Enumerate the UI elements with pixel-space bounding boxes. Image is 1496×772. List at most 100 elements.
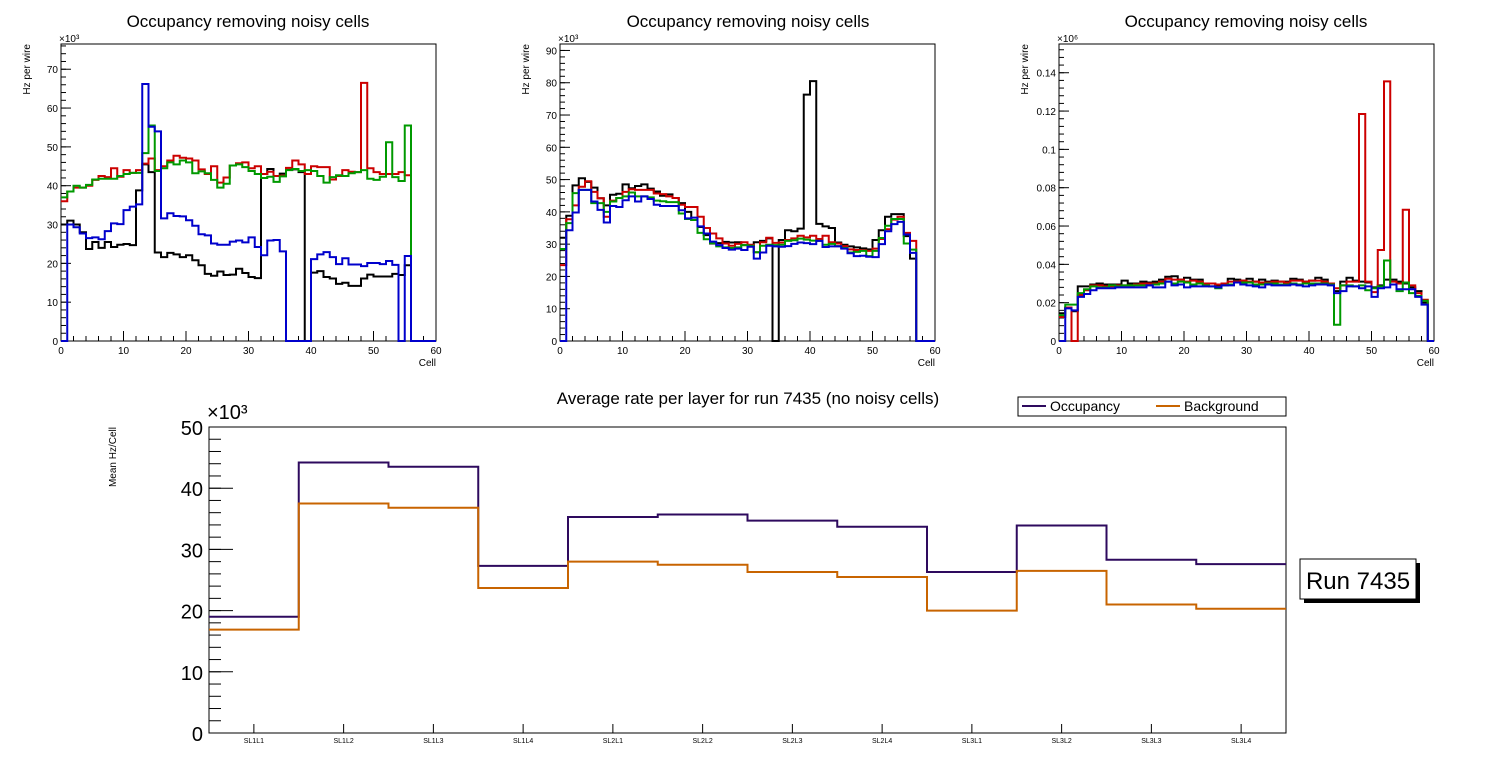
x-tick-label: 30 (243, 346, 255, 357)
y-tick-label: 20 (181, 602, 203, 624)
plot-title: Occupancy removing noisy cells (127, 12, 370, 31)
y-tick-label: 30 (546, 240, 558, 251)
x-tick-label: 10 (1116, 346, 1128, 357)
x-tick-label: 60 (929, 346, 941, 357)
x-tick-label: 60 (430, 346, 442, 357)
x-tick-label: 0 (1056, 346, 1062, 357)
y-axis-title: Mean Hz/Cell (108, 427, 119, 487)
occupancy-plot-3: Occupancy removing noisy cells ×10⁶ 0 0.02 0… (1020, 12, 1440, 369)
y-tick-label: 0 (1050, 337, 1056, 348)
plot-title: Occupancy removing noisy cells (1125, 12, 1368, 31)
x-axis-title: Cell (918, 358, 935, 369)
x-axis-title: Cell (1417, 358, 1434, 369)
legend-label-occupancy: Occupancy (1050, 398, 1120, 414)
occupancy-plot-1: Occupancy removing noisy cells ×10³ 0 10 20 3… (22, 12, 442, 369)
y-tick-label: 60 (47, 104, 59, 115)
x-tick-label: 30 (1241, 346, 1253, 357)
plot-title: Average rate per layer for run 7435 (no … (557, 389, 939, 408)
series-red-line (61, 81, 436, 342)
x-tick-label: 60 (1428, 346, 1440, 357)
x-category-label: SL3L2 (1052, 738, 1072, 745)
y-tick-label: 30 (181, 540, 203, 562)
run-annotation: Run 7435 (1299, 558, 1420, 603)
y-tick-label: 60 (546, 143, 558, 154)
y-tick-label: 0.02 (1037, 299, 1057, 310)
plot-frame (60, 43, 437, 342)
y-tick-label: 0 (551, 337, 557, 348)
y-tick-label: 0.1 (1042, 145, 1056, 156)
y-tick-label: 0 (52, 337, 58, 348)
series-green-line (61, 124, 436, 342)
series-black-line (61, 163, 436, 342)
y-axis-title: Hz per wire (22, 44, 33, 95)
y-tick-label: 0 (192, 724, 203, 746)
top-plots: Occupancy removing noisy cells ×10³ 0 10 20 3… (22, 12, 1440, 369)
series-green-line (1059, 259, 1434, 342)
x-tick-label: 20 (1178, 346, 1190, 357)
y-tick-label: 0.08 (1037, 184, 1057, 195)
y-tick-label: 70 (546, 111, 558, 122)
run-box (1299, 558, 1417, 600)
x-tick-label: 30 (742, 346, 754, 357)
plot-frame (559, 43, 936, 342)
x-category-label: SL1L1 (244, 738, 264, 745)
y-tick-label: 0.04 (1037, 260, 1057, 271)
occupancy-plot-2: Occupancy removing noisy cells ×10³ 0 10 20 3… (521, 12, 941, 369)
x-tick-label: 50 (1366, 346, 1378, 357)
x-category-label: SL1L3 (423, 738, 443, 745)
x-category-label: SL3L1 (962, 738, 982, 745)
y-tick-label: 70 (47, 65, 59, 76)
y-axis-title: Hz per wire (521, 44, 532, 95)
y-tick-label: 0.06 (1037, 222, 1057, 233)
x-category-label: SL3L3 (1141, 738, 1161, 745)
x-category-label: SL2L1 (603, 738, 623, 745)
series-blue-line (61, 82, 436, 342)
y-tick-label: 40 (47, 182, 59, 193)
x-tick-label: 10 (617, 346, 629, 357)
y-tick-label: 90 (546, 46, 558, 57)
x-tick-label: 40 (305, 346, 317, 357)
x-category-label: SL2L4 (872, 738, 892, 745)
series-blue-line (1059, 280, 1434, 342)
x-category-label: SL1L4 (513, 738, 533, 745)
x-tick-label: 20 (180, 346, 192, 357)
series-black-line (560, 80, 935, 342)
y-tick-label: 40 (181, 479, 203, 501)
x-tick-label: 50 (867, 346, 879, 357)
x-tick-label: 50 (368, 346, 380, 357)
y-tick-label: 10 (47, 298, 59, 309)
legend-label-background: Background (1184, 398, 1259, 414)
y-multiplier: ×10³ (207, 402, 248, 424)
y-tick-label: 20 (546, 272, 558, 283)
x-category-label: SL3L4 (1231, 738, 1251, 745)
series-red-line (1059, 80, 1434, 342)
x-tick-label: 40 (1303, 346, 1315, 357)
y-tick-label: 0.12 (1037, 107, 1057, 118)
y-tick-label: 50 (47, 143, 59, 154)
series-blue-line (560, 188, 935, 342)
y-multiplier: ×10⁶ (1057, 34, 1078, 45)
y-tick-label: 0.14 (1037, 69, 1057, 80)
legend: Occupancy Background (1017, 396, 1287, 417)
y-axis-title: Hz per wire (1020, 44, 1031, 95)
series-green-line (560, 188, 935, 342)
legend-box (1017, 396, 1287, 417)
y-tick-label: 10 (181, 663, 203, 685)
x-tick-label: 10 (118, 346, 130, 357)
y-multiplier: ×10³ (558, 34, 579, 45)
plot-frame (208, 426, 1287, 734)
y-multiplier: ×10³ (59, 34, 80, 45)
x-category-label: SL2L3 (782, 738, 802, 745)
x-category-label: SL2L2 (693, 738, 713, 745)
x-tick-label: 0 (58, 346, 64, 357)
x-tick-label: 40 (804, 346, 816, 357)
y-tick-label: 10 (546, 305, 558, 316)
x-tick-label: 20 (679, 346, 691, 357)
y-tick-label: 20 (47, 259, 59, 270)
y-tick-label: 40 (546, 208, 558, 219)
run-label: Run 7435 (1306, 568, 1410, 595)
x-category-label: SL1L2 (334, 738, 354, 745)
x-axis-title: Cell (419, 358, 436, 369)
x-tick-label: 0 (557, 346, 563, 357)
